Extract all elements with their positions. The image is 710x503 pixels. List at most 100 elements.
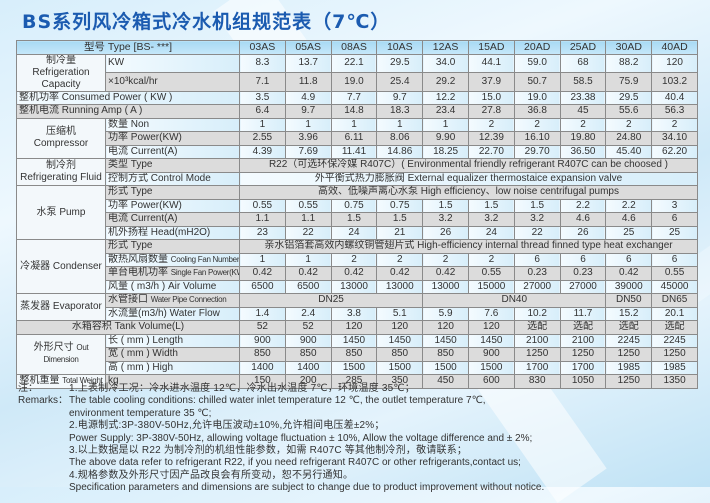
value-cell: 选配 [605,320,653,335]
value-cell: 15.2 [605,306,653,321]
value-cell: 1050 [559,374,607,389]
value-cell: 68 [559,53,607,73]
value-cell: 1250 [605,374,653,389]
value-cell: 0.23 [559,266,607,281]
row-label: KW [105,53,240,73]
value-cell: 1250 [605,347,653,362]
group-name: 蒸发器 Evaporator [20,301,102,312]
value-cell: 3.96 [284,131,332,146]
table-row: 整机重量 Total Weight kg 150 200 285 350 450 600 830… [16,374,698,389]
row-label: ×10³kcal/hr [105,72,240,92]
value-cell: 1.4 [239,306,286,321]
row-label: 水流量(m3/h) Water Flow [105,306,240,321]
value-cell: 18.25 [422,144,469,159]
value-cell: 2.2 [605,198,653,213]
value-cell: 0.42 [422,266,469,281]
value-cell: 11.8 [284,72,332,92]
value-cell: 选配 [651,320,698,335]
value-cell: 7.6 [467,306,515,321]
row-label-text: 水流量(m3/h) Water Flow [108,307,220,319]
value-cell: 0.55 [651,266,698,281]
value-cell: 26 [422,225,469,240]
table-row: 高 ( mm ) High 1400 1400 1500 1500 1500 1500 170… [17,360,698,375]
row-label-text: 功率 Power(KW) [108,199,182,211]
value-cell: 13000 [330,279,378,294]
header-model: 10AS [376,40,424,55]
value-cell: 23.38 [559,90,607,105]
value-cell: 4.6 [605,212,653,227]
value-cell: 29.5 [605,90,653,105]
value-cell: 45000 [651,279,698,294]
header-model: 15AD [467,40,515,55]
group-label: 蒸发器 Evaporator [16,293,106,321]
value-cell: 285 [330,374,378,389]
row-label-text: 散热风扇数量 [108,253,168,265]
value-cell: 1450 [467,333,515,348]
row-label: 电流 Current(A) [105,212,240,227]
value-cell: 22 [513,225,561,240]
value-cell: 2 [422,252,469,267]
row-label: kg [105,374,240,389]
value-cell: 34.10 [651,131,698,146]
row-label: 高 ( mm ) High [105,360,240,375]
value-cell: 0.42 [284,266,332,281]
table-row: 水箱容积 Tank Volume(L) 52 52 120 120 120 120 选配 选配选… [16,320,698,335]
value-cell: 27.8 [467,104,515,119]
value-cell: 34.0 [422,53,469,73]
value-cell: 1250 [651,347,698,362]
group-name: 制冷量 Refrigeration Capacity [32,54,90,90]
table-row: 宽 ( mm ) Width 850 850 850 850 850 900 1250 1250… [17,347,698,362]
value-cell: 1700 [513,360,561,375]
value-cell: 1 [422,117,469,132]
value-cell: 1450 [376,333,424,348]
table-row: 外形尺寸 Out Dimension 长 ( mm ) Length 900 900 1… [16,333,698,375]
header-model: 03AS [239,40,286,55]
value-cell: 1400 [284,360,332,375]
value-cell: 1.5 [330,212,378,227]
value-cell: 1985 [651,360,698,375]
value-cell: 8.06 [376,131,424,146]
value-cell: 2100 [513,333,561,348]
remark-line: The above data refer to refrigerant R22,… [69,457,521,469]
group-name-en: Out Dimension [43,343,89,365]
value-cell: 58.5 [559,72,607,92]
value-cell: 29.2 [422,72,469,92]
value-cell: 3.2 [513,212,561,227]
group-name: 水泵 Pump [36,206,86,218]
value-cell: 45.40 [605,144,653,159]
value-cell: 1.1 [239,212,286,227]
value-cell: 36.8 [513,104,561,119]
value-cell: 2 [467,252,515,267]
value-cell: 62.20 [651,144,698,159]
table-row: 冷凝器 Condenser 形式 Type 亲水铝箔套高效内螺纹铜管翅片式 High… [16,239,698,294]
value-cell: 3.8 [330,306,378,321]
value-cell: 13000 [376,279,424,294]
value-cell: 0.75 [330,198,378,213]
group-label: 压缩机 Compressor [16,117,106,159]
value-cell: 2 [605,117,653,132]
value-cell: 12.39 [467,131,515,146]
value-cell: 24 [467,225,515,240]
value-cell: 29.5 [376,53,424,73]
table-row: 功率 Power(KW) 2.55 3.96 6.11 8.06 9.90 12.39 16.… [17,131,698,146]
value-cell: 1500 [422,360,469,375]
value-cell: 600 [467,374,515,389]
table-row: 风量 ( m3/h ) Air Volume 6500 6500 13000 13000… [17,279,698,294]
value-cell: 6 [513,252,561,267]
value-cell: 6.11 [330,131,378,146]
group-label: 外形尺寸 Out Dimension [16,333,106,375]
value-cell: 0.42 [605,266,653,281]
remark-line: environment temperature 35 ℃; [69,407,212,419]
value-cell: 1.5 [513,198,561,213]
value-cell: 16.10 [513,131,561,146]
value-cell: 9.7 [284,104,332,119]
value-cell: 200 [284,374,332,389]
value-cell: 13.7 [284,53,332,73]
merged-value-cell: 高效、低噪声离心水泵 High efficiency、low noise cen… [239,185,698,200]
row-label-text: 单台电机功率 [108,267,168,279]
table-row: 单台电机功率 Single Fan Power(KW) 0.42 0.42 0.42 0… [17,266,698,281]
row-label-text: kg [108,375,119,387]
value-cell: 29.70 [513,144,561,159]
value-cell: 19.0 [513,90,561,105]
row-label-text: 形式 Type [108,240,153,252]
